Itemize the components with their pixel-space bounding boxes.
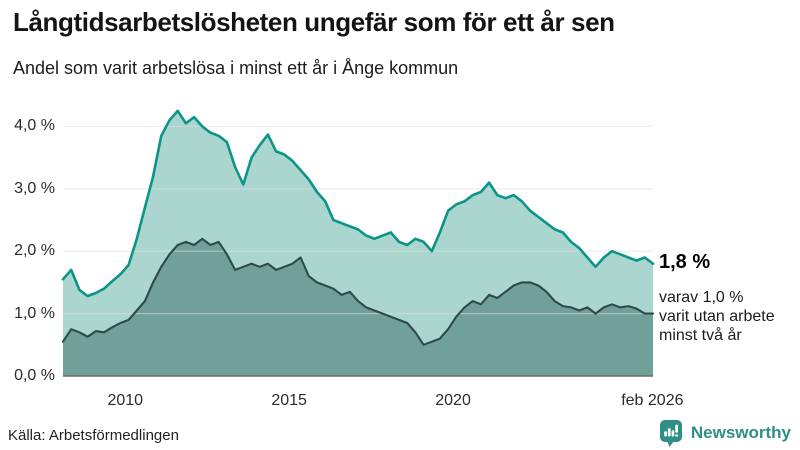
chart-subtitle: Andel som varit arbetslösa i minst ett å… [13,58,459,78]
y-tick-label: 2,0 % [14,242,55,260]
area-minst-tva-ar [63,238,653,376]
end-value-annotation: varav 1,0 % varit utan arbete minst två … [659,288,775,345]
brand-name: Newsworthy [690,423,791,442]
y-tick-label: 0,0 % [14,367,55,384]
annotation-line: minst två år [659,327,742,344]
y-tick-label: 3,0 % [14,179,55,197]
annotation-line: varit utan arbete [659,308,775,325]
line-minst-tva-ar [61,237,655,346]
y-tick-label: 4,0 % [14,117,55,135]
y-tick-label: 1,0 % [14,304,55,322]
line-minst-ett-ar [61,109,655,298]
x-tick-label: feb 2026 [621,392,684,409]
x-tick-label: 2020 [435,392,471,409]
end-value-label: 1,8 % [659,251,711,273]
brand-logo: Newsworthy [659,419,791,447]
x-tick-label: 2015 [271,392,307,409]
source-attribution: Källa: Arbetsförmedlingen [8,427,179,444]
x-tick-label: 2010 [107,392,144,409]
page-title: Långtidsarbetslösheten ungefär som för e… [13,7,615,37]
annotation-line: varav 1,0 % [659,289,744,306]
newsworthy-icon [659,420,682,447]
